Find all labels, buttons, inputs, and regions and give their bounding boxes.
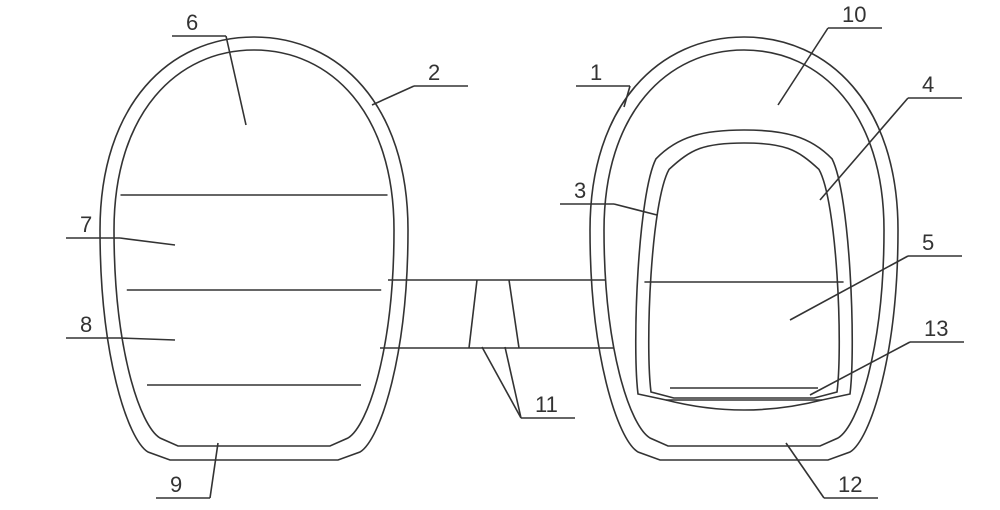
label-11-leader-2 — [505, 347, 521, 418]
label-13-leader — [810, 342, 910, 395]
label-7: 7 — [80, 212, 92, 237]
label-6: 6 — [186, 10, 198, 35]
label-8-leader — [120, 338, 175, 340]
label-10: 10 — [842, 2, 866, 27]
label-6-leader — [226, 36, 246, 125]
left-tunnel-outer — [100, 37, 408, 460]
label-3-leader — [614, 204, 657, 215]
label-13: 13 — [924, 316, 948, 341]
right-tunnel-inner — [604, 50, 884, 446]
label-1-leader — [624, 86, 630, 107]
label-5: 5 — [922, 230, 934, 255]
label-1: 1 — [590, 60, 602, 85]
label-9-leader — [210, 443, 218, 498]
label-4: 4 — [922, 72, 934, 97]
label-12-leader — [786, 443, 824, 498]
left-tunnel-inner — [114, 50, 394, 446]
label-2-leader — [372, 86, 414, 105]
label-12: 12 — [838, 472, 862, 497]
label-3: 3 — [574, 178, 586, 203]
label-10-leader — [778, 28, 828, 105]
connector-strut-right — [509, 280, 519, 348]
right-tunnel-outer — [590, 37, 898, 460]
label-11-leader-1 — [482, 347, 521, 418]
label-7-leader — [120, 238, 175, 245]
label-11: 11 — [535, 392, 558, 417]
label-9: 9 — [170, 472, 182, 497]
connector-strut-left — [469, 280, 477, 348]
right-small-arch-inner — [649, 143, 840, 398]
label-2: 2 — [428, 60, 440, 85]
label-8: 8 — [80, 312, 92, 337]
right-floor-arc — [666, 400, 822, 410]
